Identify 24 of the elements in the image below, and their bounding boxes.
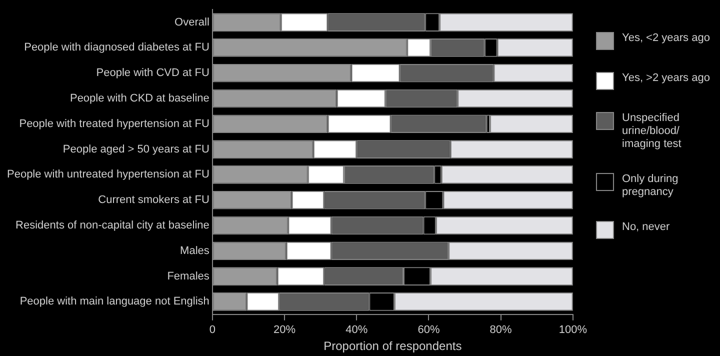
legend-label: Yes, >2 years ago	[622, 72, 710, 85]
text: Only during pregnancy	[622, 173, 680, 199]
y-tick-label: People with diagnosed diabetes at FU	[24, 42, 210, 54]
x-tick-label: 80%	[490, 324, 512, 336]
y-tick-label: People with main language not English	[20, 296, 210, 308]
y-tick-label: Current smokers at FU	[98, 194, 210, 206]
x-axis-title: Proportion of respondents	[324, 339, 462, 354]
x-tick-label: 40%	[346, 324, 368, 336]
y-tick-label: Females	[167, 270, 210, 282]
y-tick-label: People with CVD at FU	[96, 67, 210, 80]
x-tick-label: 0	[209, 324, 216, 336]
y-tick-label: People aged > 50 years at FU	[62, 143, 210, 156]
legend-label: No, never	[622, 221, 670, 234]
legend-label: Yes, <2 years ago	[622, 32, 710, 45]
y-tick-label: People with untreated hypertension at FU	[6, 168, 210, 181]
x-tick-label: 20%	[273, 324, 296, 336]
x-tick-label: 60%	[418, 324, 440, 336]
y-tick-label: Residents of non-capital city at baseline	[16, 220, 210, 232]
x-tick-label: 100%	[558, 324, 588, 336]
y-tick-label: Overall	[174, 16, 210, 28]
y-tick-label: People with CKD at baseline	[70, 92, 210, 105]
y-tick-label: People with treated hypertension at FU	[19, 118, 210, 130]
legend-label: Unspecified urine/blood/ imaging test	[622, 112, 682, 151]
y-tick-label: Males	[180, 244, 210, 257]
